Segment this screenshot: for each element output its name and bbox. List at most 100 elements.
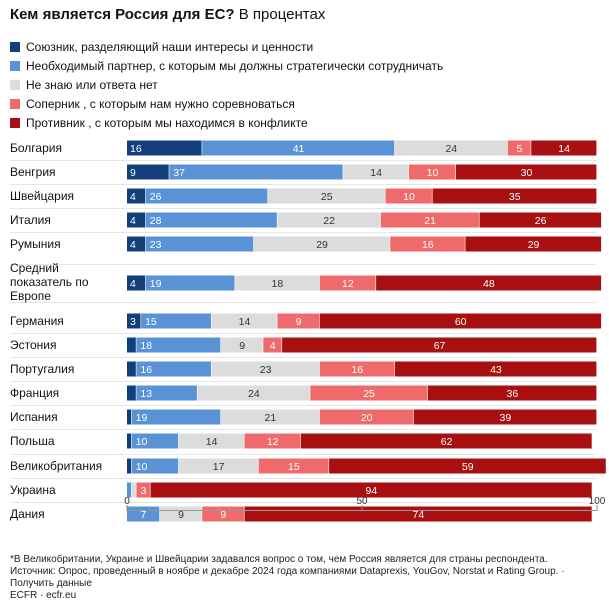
chart-title: Кем является Россия для ЕС? В процентах (10, 6, 325, 23)
footnote-source: Источник: Опрос, проведенный в ноябре и … (10, 566, 565, 589)
legend-item-adversary: Противник , с которым мы находимся в кон… (10, 113, 443, 132)
data-label-rival: 12 (342, 278, 354, 290)
category-label: Португалия (10, 362, 74, 376)
bar-segment-dontknow (178, 433, 244, 449)
bar-segment-partner (136, 385, 197, 401)
bar-segment-rival (136, 482, 150, 498)
data-label-dontknow: 23 (260, 364, 272, 376)
bar-segment-rival (263, 337, 282, 353)
data-label-adversary: 14 (558, 143, 570, 155)
bar-segment-dontknow (277, 212, 381, 228)
x-tick-label: 100 (589, 496, 606, 507)
bar-segment-partner (136, 337, 221, 353)
legend-item-ally: Союзник, разделяющий наши интересы и цен… (10, 37, 443, 56)
category-label: Польша (10, 434, 55, 448)
bar-segment-rival (244, 433, 301, 449)
category-label: Украина (10, 483, 56, 497)
bar-segment-dontknow (221, 337, 263, 353)
chart-title-bold: Кем является Россия для ЕС? (10, 6, 235, 23)
bar-segment-rival (507, 140, 531, 156)
data-label-ally: 4 (130, 278, 136, 290)
data-label-rival: 9 (220, 509, 226, 521)
category-label: Венгрия (10, 165, 56, 179)
data-label-partner: 7 (141, 509, 147, 521)
bar-segment-dontknow (268, 188, 385, 204)
category-label: Франция (10, 386, 59, 400)
bar-segment-dontknow (131, 482, 136, 498)
data-label-dontknow: 29 (316, 239, 328, 251)
bar-segment-rival (277, 313, 320, 329)
legend-label-rival: Соперник , с которым нам нужно соревнова… (26, 96, 295, 111)
bar-segment-ally (127, 313, 141, 329)
data-label-adversary: 74 (413, 509, 425, 521)
bar-segment-ally (127, 140, 202, 156)
footnote: *В Великобритании, Украине и Швейцарии з… (10, 554, 605, 602)
data-label-dontknow: 21 (265, 412, 277, 424)
bar-segment-rival (380, 212, 479, 228)
bar-segment-partner (145, 275, 235, 291)
data-label-adversary: 60 (455, 316, 467, 328)
bar-segment-ally (127, 433, 132, 449)
data-label-dontknow: 9 (239, 340, 245, 352)
legend-item-rival: Соперник , с которым нам нужно соревнова… (10, 94, 443, 113)
bar-segment-adversary (394, 361, 597, 377)
x-tick-label: 0 (124, 496, 130, 507)
bar-segment-ally (127, 409, 132, 425)
bar-segment-partner (141, 313, 211, 329)
data-label-rival: 9 (296, 316, 302, 328)
legend-label-ally: Союзник, разделяющий наши интересы и цен… (26, 39, 314, 54)
bar-segment-ally (127, 361, 136, 377)
footnote-note: *В Великобритании, Украине и Швейцарии з… (10, 554, 548, 565)
category-label: Италия (10, 213, 51, 227)
data-label-rival: 16 (422, 239, 434, 251)
data-label-partner: 13 (140, 388, 152, 400)
category-label: Эстония (10, 338, 57, 352)
bar-segment-adversary (282, 337, 597, 353)
data-label-rival: 20 (361, 412, 373, 424)
category-label: Румыния (10, 237, 61, 251)
data-label-rival: 16 (351, 364, 363, 376)
bar-segment-rival (319, 361, 395, 377)
category-label: Средний показатель по Европе (10, 261, 89, 303)
bar-segment-partner (131, 458, 179, 474)
data-label-rival: 5 (517, 143, 523, 155)
bar-segment-partner (145, 236, 254, 252)
bar-segment-partner (202, 140, 395, 156)
data-label-adversary: 94 (366, 485, 378, 497)
data-label-dontknow: 14 (206, 436, 218, 448)
bar-segment-partner (145, 212, 277, 228)
bar-segment-dontknow (211, 361, 320, 377)
data-label-ally: 4 (130, 215, 136, 227)
chart-title-unit: В процентах (238, 6, 326, 23)
data-label-rival: 3 (141, 485, 147, 497)
data-label-adversary: 36 (507, 388, 519, 400)
data-label-partner: 19 (136, 412, 148, 424)
legend-item-dontknow: Не знаю или ответа нет (10, 75, 443, 94)
data-label-adversary: 39 (500, 412, 512, 424)
data-label-dontknow: 22 (323, 215, 335, 227)
stacked-bar-chart: Болгария Венгрия Швейцария Италия Румыния Сре… (10, 140, 606, 522)
bar-segment-partner (127, 482, 132, 498)
data-label-ally: 9 (130, 167, 136, 179)
data-label-dontknow: 14 (239, 316, 251, 328)
data-label-partner: 37 (173, 167, 185, 179)
bar-segment-adversary (150, 482, 592, 498)
bar-segment-adversary (427, 385, 597, 401)
bar-segment-dontknow (211, 313, 277, 329)
x-tick-label: 50 (356, 496, 368, 507)
bar-segment-ally (127, 164, 169, 180)
bar-segment-dontknow (178, 458, 258, 474)
legend-label-dontknow: Не знаю или ответа нет (26, 77, 158, 92)
data-label-partner: 18 (140, 340, 152, 352)
category-label: Испания (10, 410, 58, 424)
data-label-ally: 4 (130, 239, 136, 251)
category-label: Болгария (10, 141, 62, 155)
bar-segment-dontknow (253, 236, 390, 252)
data-label-dontknow: 25 (321, 191, 333, 203)
bar-segment-partner (131, 433, 179, 449)
data-label-partner: 26 (150, 191, 162, 203)
bar-segment-ally (127, 458, 132, 474)
legend-swatch-ally (10, 41, 20, 52)
category-label: Швейцария (10, 189, 74, 203)
data-label-partner: 10 (136, 461, 148, 473)
